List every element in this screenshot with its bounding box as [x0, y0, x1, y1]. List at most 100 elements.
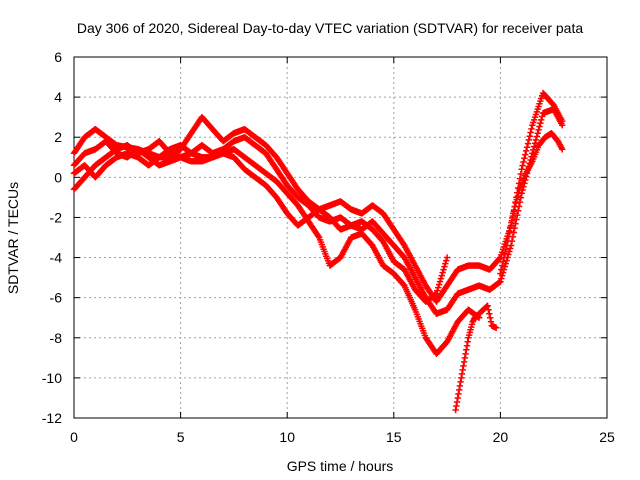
data-point [436, 278, 444, 285]
y-tick-label: -8 [50, 330, 63, 346]
data-point [506, 245, 514, 252]
y-tick-label: -4 [50, 250, 63, 266]
chart-title: Day 306 of 2020, Sidereal Day-to-day VTE… [77, 20, 584, 36]
data-point [510, 206, 518, 214]
data-point [503, 242, 510, 249]
data-point [531, 140, 539, 147]
y-axis-label: SDTVAR / TECUs [5, 182, 21, 294]
data-point [500, 254, 508, 261]
data-point [537, 119, 544, 127]
data-point [521, 155, 528, 162]
data-point [513, 196, 521, 203]
x-tick-label: 5 [177, 429, 185, 445]
data-point [513, 216, 520, 223]
data-point [522, 151, 529, 158]
data-point [441, 263, 448, 270]
y-tick-label: 2 [54, 129, 62, 145]
data-point [485, 306, 492, 313]
data-point [486, 314, 494, 321]
data-point [526, 133, 533, 140]
y-tick-label: -10 [42, 370, 62, 386]
data-point [525, 136, 533, 144]
data-point [516, 175, 524, 182]
data-point [492, 324, 500, 331]
data-point [435, 281, 443, 288]
data-point [534, 130, 541, 137]
data-point [509, 210, 517, 217]
data-point [511, 224, 518, 232]
data-point [499, 262, 506, 269]
data-point [506, 248, 513, 255]
data-point [498, 275, 505, 282]
data-point [442, 260, 449, 267]
data-point [505, 251, 512, 258]
data-point [515, 189, 522, 197]
data-point [528, 125, 535, 133]
x-axis-label: GPS time / hours [287, 458, 394, 474]
data-point [497, 270, 504, 277]
data-point [520, 158, 527, 166]
data-point [498, 266, 505, 273]
data-point [559, 121, 566, 129]
data-point [437, 275, 445, 282]
data-point [514, 207, 522, 214]
data-point [501, 250, 509, 257]
x-tick-label: 10 [279, 429, 295, 445]
data-point [512, 199, 520, 207]
grid [74, 57, 607, 418]
data-point [522, 147, 530, 155]
plot-frame [73, 56, 608, 419]
series-track-a [70, 89, 566, 305]
data-point [496, 255, 503, 262]
data-point [512, 220, 519, 227]
axis-ticks: 0 5 10 15 20 25 -12 -10 -8 -6 -4 -2 0 2 4 6 [42, 49, 615, 445]
y-tick-label: -2 [50, 209, 63, 225]
data-point [439, 269, 446, 276]
data-point [533, 133, 541, 140]
data-point [514, 211, 521, 219]
series-track-e [452, 302, 500, 414]
data-point [559, 146, 566, 153]
data-point [504, 237, 511, 245]
data-point [487, 318, 495, 325]
data-point [508, 219, 515, 226]
series-track-f [497, 130, 566, 277]
data-point [527, 129, 534, 136]
data-point [315, 232, 322, 240]
data-point [483, 303, 490, 310]
data-point [440, 266, 447, 273]
data-point [438, 272, 445, 279]
data-point [523, 144, 531, 151]
series-track-d [70, 142, 451, 305]
data-point [536, 123, 543, 130]
data-point [505, 233, 512, 240]
y-tick-label: -6 [50, 290, 63, 306]
x-tick-label: 20 [493, 429, 509, 445]
data-point [499, 258, 507, 265]
data-point [435, 284, 442, 291]
y-tick-label: 0 [54, 169, 62, 185]
data-point [443, 257, 450, 264]
data-points [70, 89, 566, 414]
data-point [509, 214, 516, 222]
x-tick-label: 25 [599, 429, 615, 445]
x-tick-label: 0 [70, 429, 78, 445]
x-tick-label: 15 [386, 429, 402, 445]
data-point [514, 193, 521, 200]
data-point [538, 116, 545, 124]
data-point [532, 136, 540, 144]
data-point [535, 126, 542, 134]
data-point [434, 287, 441, 294]
data-point [502, 246, 510, 253]
y-tick-label: 4 [54, 89, 62, 105]
data-point [484, 302, 491, 309]
data-point [497, 278, 504, 285]
data-point [433, 290, 440, 297]
data-point [530, 143, 538, 150]
data-point [538, 113, 546, 120]
y-tick-label: 6 [54, 49, 62, 65]
data-point [506, 228, 513, 235]
data-point [511, 203, 519, 210]
data-point [507, 223, 514, 231]
